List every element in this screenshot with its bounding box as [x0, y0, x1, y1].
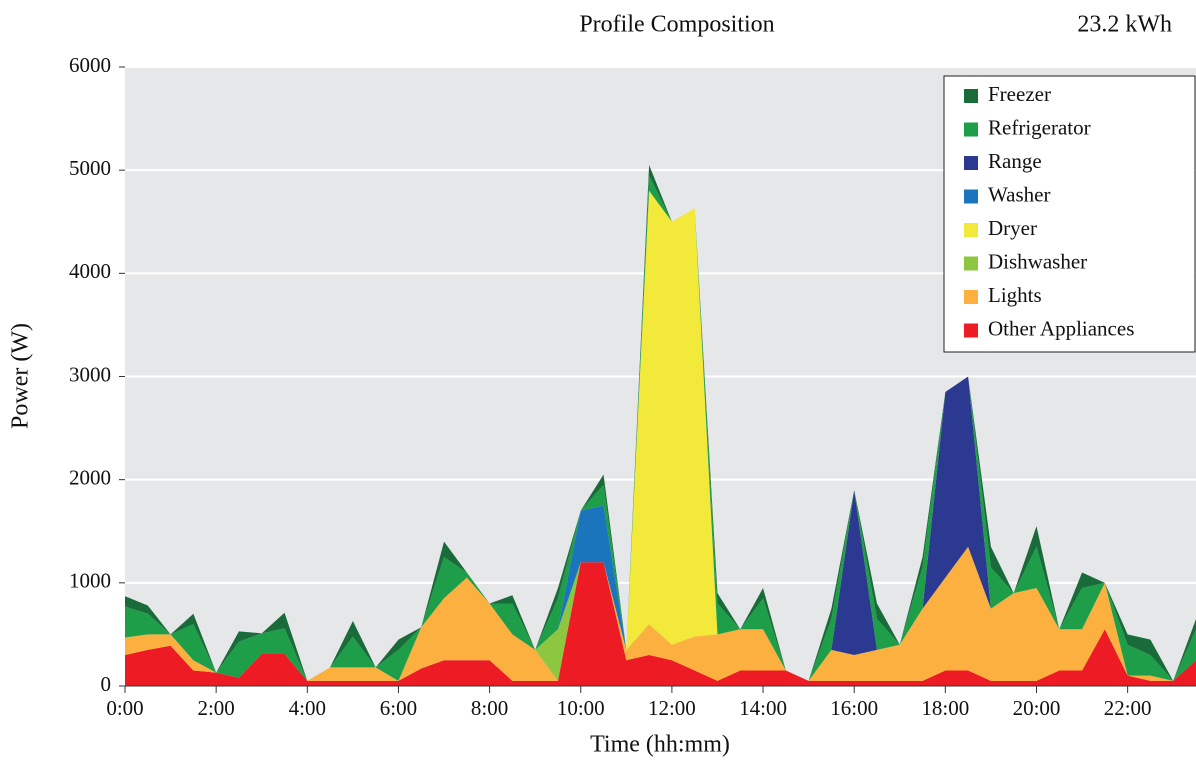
x-tick-label: 10:00 [557, 696, 605, 720]
x-tick-label: 8:00 [471, 696, 508, 720]
y-tick-label: 6000 [69, 53, 111, 77]
x-tick-label: 2:00 [197, 696, 234, 720]
chart-title: Profile Composition [579, 12, 774, 38]
y-tick-label: 5000 [69, 156, 111, 180]
y-tick-label: 0 [101, 672, 112, 696]
total-energy: 23.2 kWh [1077, 12, 1172, 38]
legend-swatch [964, 290, 978, 304]
legend-label: Lights [988, 283, 1042, 307]
legend-swatch [964, 189, 978, 204]
legend-swatch [964, 156, 978, 170]
legend-label: Refrigerator [988, 115, 1091, 139]
y-tick-label: 1000 [69, 569, 111, 593]
x-tick-label: 14:00 [739, 696, 787, 720]
legend-swatch [964, 89, 978, 103]
legend-label: Freezer [988, 82, 1051, 106]
area [125, 562, 1196, 686]
x-tick-label: 16:00 [830, 696, 878, 720]
y-tick-label: 4000 [69, 259, 111, 283]
x-tick-label: 20:00 [1013, 696, 1061, 720]
legend: Freezer Refrigerator Range Washer Dryer Dishw… [943, 75, 1196, 353]
legend-label: Other Appliances [988, 316, 1134, 340]
legend-label: Dishwasher [988, 249, 1087, 273]
y-axis-label: Power (W) [8, 323, 34, 429]
legend-label: Dryer [988, 216, 1037, 240]
x-tick-label: 0:00 [106, 696, 143, 720]
x-tick-label: 4:00 [289, 696, 326, 720]
x-tick-label: 18:00 [921, 696, 969, 720]
area [125, 190, 1196, 681]
legend-box [943, 75, 1196, 353]
x-axis-label: Time (hh:mm) [590, 732, 730, 758]
y-tick-label: 2000 [69, 465, 111, 489]
y-tick-label: 3000 [69, 362, 111, 386]
legend-swatch [964, 122, 978, 137]
x-tick-label: 6:00 [380, 696, 417, 720]
area [125, 190, 1196, 681]
area [125, 546, 1196, 681]
legend-label: Washer [988, 182, 1050, 206]
x-tick-label: 12:00 [648, 696, 696, 720]
legend-label: Range [988, 149, 1042, 173]
legend-swatch [964, 256, 978, 271]
x-tick-label: 22:00 [1104, 696, 1152, 720]
legend-swatch [964, 323, 978, 338]
legend-swatch [964, 223, 978, 237]
